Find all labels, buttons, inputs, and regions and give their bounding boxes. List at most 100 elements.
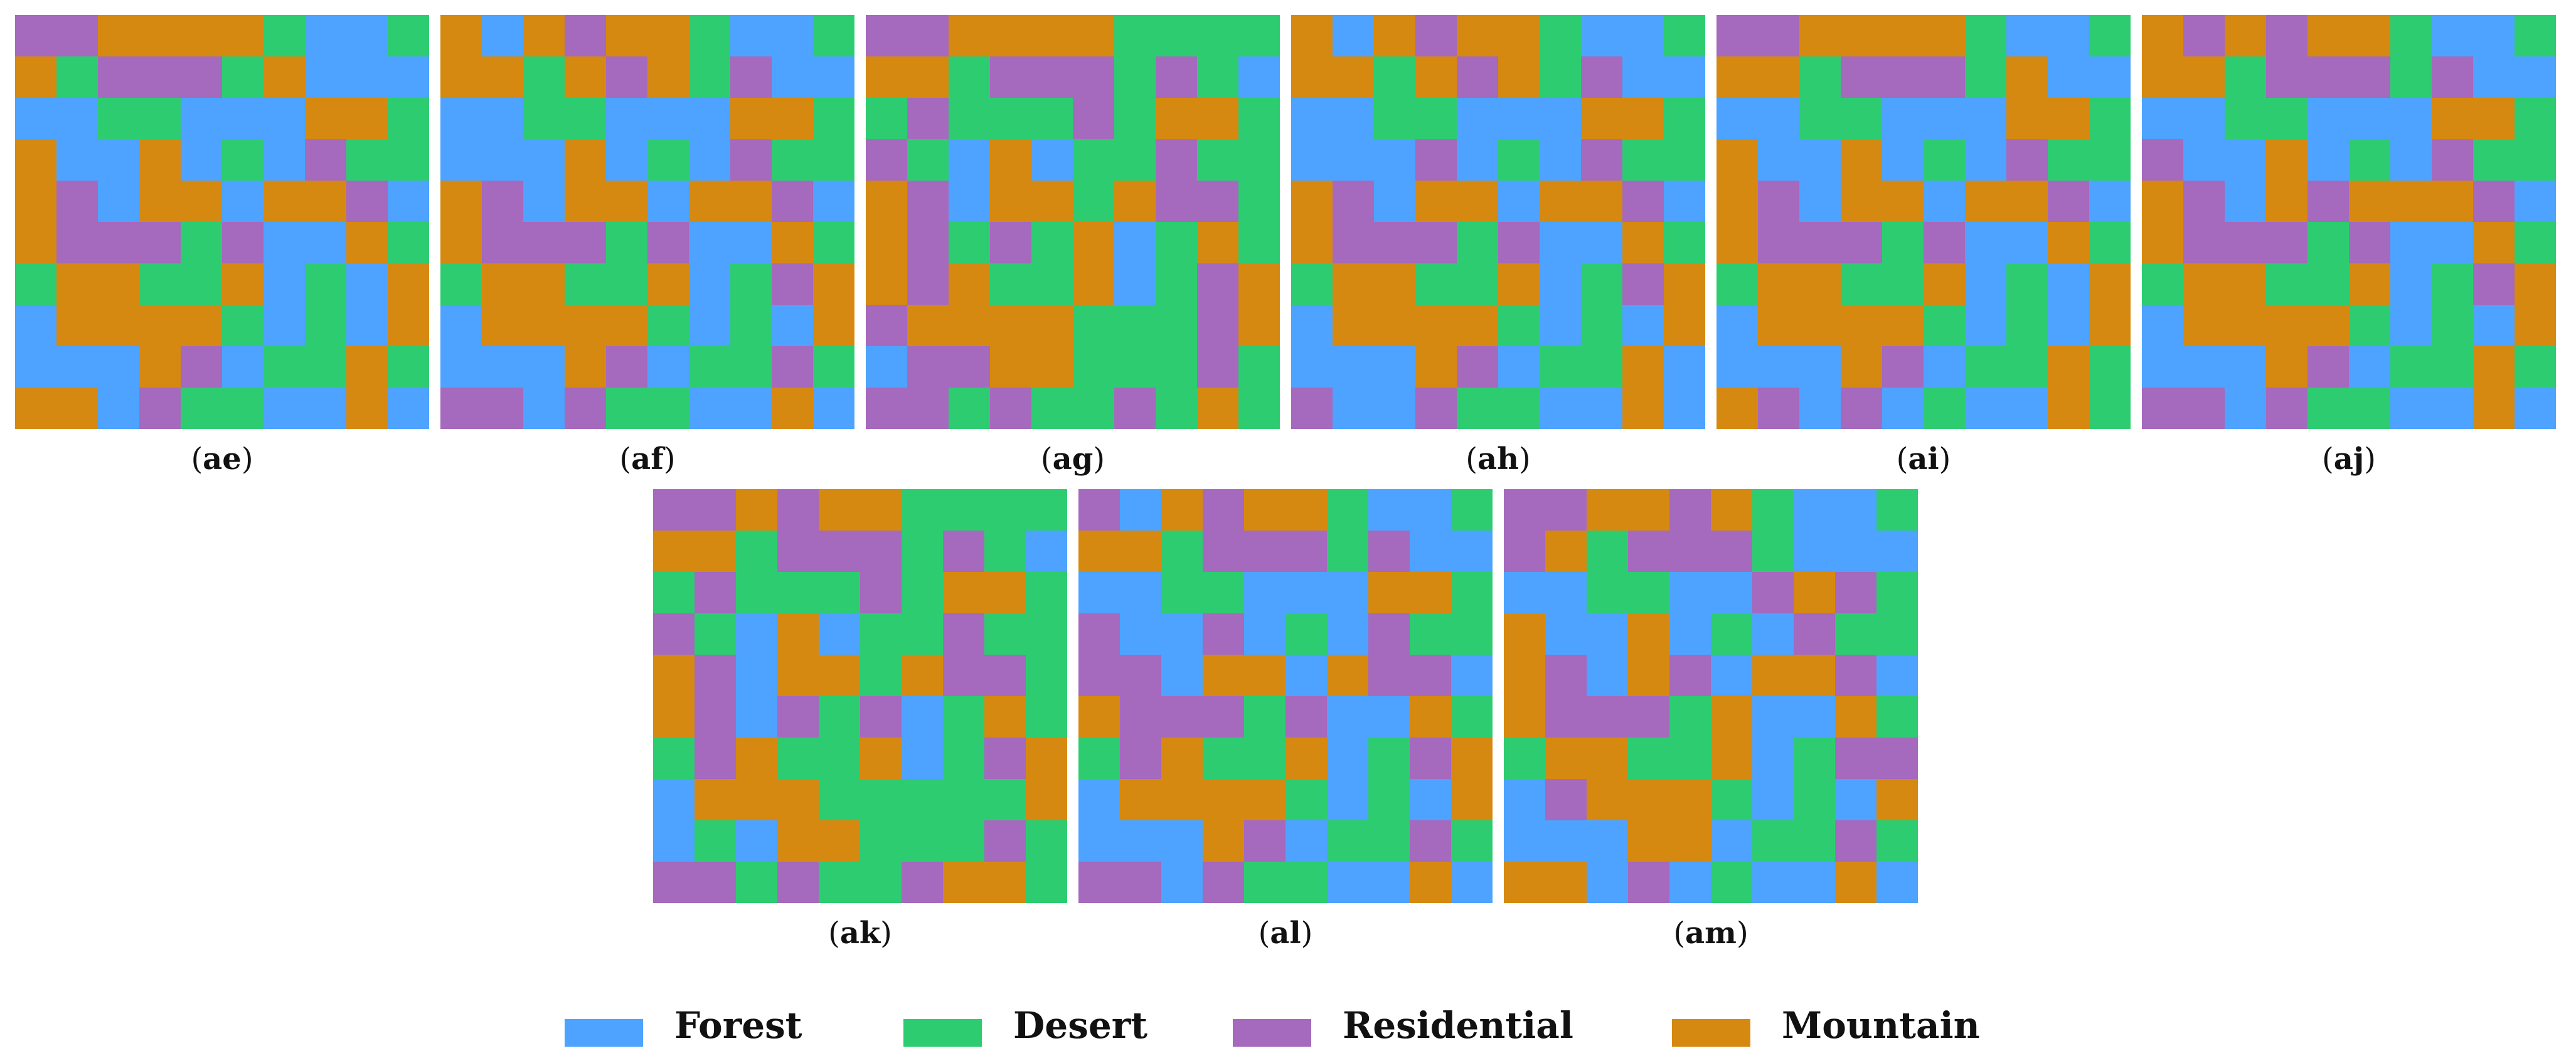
grid-cell [15, 346, 56, 388]
grid-cell [1238, 181, 1280, 222]
grid-cell [1752, 613, 1794, 655]
grid-cell [1794, 655, 1835, 696]
grid-cell [860, 655, 902, 696]
grid-cell [1835, 613, 1876, 655]
grid-cell [222, 388, 263, 429]
grid-cell [98, 305, 139, 346]
grid-cell [736, 489, 777, 531]
grid-cell [1114, 305, 1156, 346]
grid-cell [1498, 15, 1540, 56]
grid-cell [1327, 613, 1368, 655]
grid-cell [943, 489, 984, 531]
grid-cell [1876, 779, 1918, 820]
grid-cell [819, 572, 860, 613]
grid-cell [1794, 613, 1835, 655]
panel-label: af [631, 442, 664, 477]
grid-cell [1841, 305, 1882, 346]
grid-cell [653, 655, 695, 696]
grid-cell [1581, 222, 1622, 263]
grid-cell [565, 15, 606, 56]
grid-cell [1545, 613, 1587, 655]
grid-cell [984, 820, 1026, 862]
grid-cell [1031, 346, 1073, 388]
grid-cell [2006, 139, 2048, 181]
grid-cell [860, 696, 902, 738]
grid-cell [2006, 56, 2048, 98]
grid-cell [653, 738, 695, 779]
grid-cell [1835, 572, 1876, 613]
grid-cell [2515, 263, 2556, 305]
grid-cell [819, 489, 860, 531]
grid-cell [2048, 263, 2089, 305]
grid-cell [1114, 263, 1156, 305]
grid-cell [653, 696, 695, 738]
grid-cell [1244, 572, 1285, 613]
grid-cell [388, 222, 429, 263]
grid-cell [1285, 738, 1327, 779]
grid-cell [1161, 489, 1203, 531]
grid-cell [1156, 263, 1197, 305]
grid-cell [1965, 222, 2006, 263]
grid-cell [1333, 181, 1374, 222]
grid-cell [866, 305, 907, 346]
grid-cell [346, 98, 388, 139]
grid-cell [1161, 820, 1203, 862]
grid-cell [222, 263, 263, 305]
grid-cell [943, 655, 984, 696]
grid-cell [139, 139, 181, 181]
grid-cell [772, 263, 813, 305]
grid-cell [2390, 346, 2432, 388]
grid-cell [1197, 263, 1238, 305]
grid-cell [1451, 779, 1493, 820]
grid-cell [647, 346, 689, 388]
grid-cell [1716, 346, 1758, 388]
grid-cell [1327, 489, 1368, 531]
grid-cell [1758, 139, 1799, 181]
grid-cell [98, 98, 139, 139]
grid-cell [1031, 263, 1073, 305]
grid-cell [1291, 15, 1333, 56]
grid-cell [1882, 181, 1924, 222]
grid-cell [1457, 346, 1498, 388]
grid-cell [1161, 572, 1203, 613]
grid-cell [346, 305, 388, 346]
grid-ak [653, 489, 1067, 903]
grid-cell [2432, 222, 2473, 263]
grid-cell [2515, 181, 2556, 222]
grid-cell [440, 181, 482, 222]
grid-cell [1291, 139, 1333, 181]
grid-cell [1203, 779, 1244, 820]
grid-cell [1451, 655, 1493, 696]
grid-cell [1498, 222, 1540, 263]
grid-cell [695, 655, 736, 696]
grid-cell [482, 222, 523, 263]
grid-cell [1794, 738, 1835, 779]
grid-cell [1498, 346, 1540, 388]
grid-cell [56, 346, 98, 388]
grid-cell [1285, 572, 1327, 613]
grid-cell [772, 222, 813, 263]
grid-cell [1540, 263, 1581, 305]
grid-cell [1581, 305, 1622, 346]
grid-cell [1333, 56, 1374, 98]
grid-cell [1799, 346, 1841, 388]
grid-cell [1669, 696, 1711, 738]
legend-label-residential: Residential [1343, 1004, 1573, 1047]
grid-cell [653, 862, 695, 903]
grid-cell [1327, 696, 1368, 738]
grid-cell [606, 15, 647, 56]
grid-cell [1622, 263, 1664, 305]
grid-cell [523, 15, 565, 56]
grid-cell [1161, 779, 1203, 820]
grid-cell [1504, 655, 1545, 696]
grid-cell [990, 222, 1031, 263]
grid-cell [1238, 346, 1280, 388]
grid-cell [1073, 305, 1114, 346]
grid-cell [1374, 346, 1415, 388]
grid-cell [606, 222, 647, 263]
panel-caption-al: (al) [1258, 916, 1313, 951]
grid-cell [305, 139, 346, 181]
grid-cell [1327, 531, 1368, 572]
grid-cell [606, 181, 647, 222]
grid-cell [1026, 572, 1067, 613]
